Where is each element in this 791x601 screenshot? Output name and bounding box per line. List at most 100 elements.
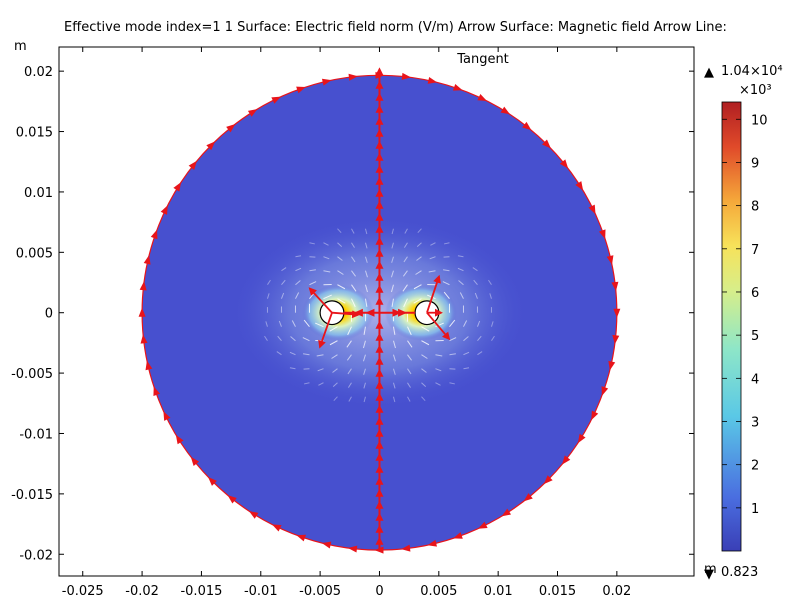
- surface-arrow: [302, 353, 310, 356]
- surface-arrow: [363, 382, 366, 389]
- boundary-arrow: [401, 72, 412, 80]
- surface-arrow: [337, 284, 346, 290]
- symmetry-arrow: [375, 332, 384, 341]
- symmetry-arrow: [375, 452, 384, 461]
- symmetry-arrow: [375, 356, 384, 365]
- symmetry-arrow: [375, 404, 384, 413]
- surface-arrow: [413, 298, 422, 304]
- surface-arrow: [331, 354, 338, 359]
- surface-arrow: [329, 340, 338, 346]
- boundary-arrow: [522, 121, 532, 131]
- x-tick-label: -0.015: [180, 584, 222, 599]
- surface-arrow: [264, 335, 268, 341]
- symmetry-arrow: [375, 392, 384, 401]
- symmetry-arrow: [375, 260, 384, 269]
- boundary-arrow: [577, 433, 586, 444]
- surface-arrow: [289, 351, 296, 356]
- surface-arrow: [417, 228, 422, 233]
- surface-arrow: [391, 228, 394, 235]
- colorbar-tick-label: 1: [751, 502, 759, 517]
- colorbar-tick-label: 5: [751, 329, 759, 344]
- surface-arrow: [391, 298, 394, 307]
- symmetry-arrow: [375, 428, 384, 437]
- boundary-arrow: [153, 386, 161, 397]
- boundary-arrow: [145, 360, 153, 371]
- symmetry-arrow: [375, 248, 384, 257]
- field-region: [138, 67, 621, 554]
- surface-arrow: [390, 284, 394, 293]
- surface-arrow: [428, 270, 436, 273]
- boundary-arrow: [271, 96, 281, 104]
- boundary-arrow: [427, 76, 438, 84]
- symmetry-arrow: [375, 140, 384, 149]
- surface-arrow: [266, 293, 270, 299]
- surface-arrow: [318, 382, 324, 386]
- surface-arrow: [337, 270, 344, 275]
- boundary-arrow: [206, 141, 216, 151]
- surface-arrow: [429, 256, 436, 260]
- field-arrow: [331, 310, 360, 319]
- surface-arrow: [346, 354, 352, 361]
- symmetry-arrow: [375, 440, 384, 449]
- symmetry-arrow: [375, 152, 384, 161]
- surface-arrow: [290, 336, 296, 342]
- boundary-arrow: [608, 360, 616, 371]
- surface-arrow: [407, 368, 412, 375]
- plot-frame: [58, 46, 695, 577]
- surface-arrow: [457, 255, 464, 258]
- field-arrow: [308, 287, 333, 314]
- surface-arrow: [477, 351, 483, 356]
- boundary-arrow: [296, 86, 306, 94]
- surface-arrow: [333, 396, 338, 401]
- surface-arrow: [364, 242, 368, 249]
- surface-arrow: [435, 368, 442, 372]
- surface-arrow: [351, 256, 356, 263]
- surface-arrow: [315, 322, 324, 328]
- symmetry-arrow: [375, 368, 384, 377]
- colorbar-min-label: 0.823: [721, 565, 758, 580]
- colorbar-gradient: [721, 101, 742, 552]
- surface-arrow: [463, 351, 470, 356]
- surface-arrow: [435, 382, 441, 386]
- surface-arrow: [363, 326, 366, 335]
- boundary-arrow: [612, 334, 620, 345]
- x-axis: -0.025 -0.02 -0.015 -0.01 -0.005 0 0.005 0.01 0.…: [62, 47, 631, 599]
- y-axis-unit: m: [14, 39, 27, 54]
- surface-arrow: [295, 267, 302, 272]
- boundary-arrow: [453, 532, 463, 539]
- boundary-arrow: [559, 159, 569, 169]
- boundary-arrow: [296, 534, 306, 542]
- surface-arrow: [267, 279, 271, 285]
- y-tick-label: -0.01: [19, 427, 53, 442]
- surface-arrow: [416, 256, 422, 261]
- surface-arrow: [265, 321, 268, 327]
- surface-arrow: [295, 280, 301, 286]
- surface-arrow: [317, 368, 324, 372]
- surface-arrow: [473, 279, 478, 286]
- surface-arrow: [421, 340, 430, 346]
- surface-arrow: [323, 256, 330, 260]
- surface-arrow: [351, 242, 355, 248]
- chart-title-line2: Tangent: [457, 52, 509, 67]
- x-tick-label: 0: [375, 584, 383, 599]
- surface-arrow: [407, 396, 411, 402]
- boundary-arrow: [500, 106, 510, 115]
- line-arrows: [138, 67, 621, 554]
- colorbar-tick-label: 2: [751, 459, 759, 474]
- colorbar-max-arrow: ▲: [704, 65, 714, 80]
- colorbar-scale-label: ×10³: [739, 83, 772, 98]
- x-tick-label: -0.005: [299, 584, 341, 599]
- surface-arrow: [421, 368, 427, 373]
- boundary-arrow: [150, 229, 158, 240]
- surface-arrow: [364, 284, 368, 293]
- symmetry-arrow: [375, 92, 384, 101]
- gap-arrow: [398, 308, 408, 317]
- chart-title: Effective mode index=1 1 Surface: Electr…: [0, 4, 791, 84]
- x-tick-label: 0.005: [420, 584, 457, 599]
- surface-arrow: [337, 242, 343, 247]
- surface-arrow: [477, 320, 481, 327]
- surface-arrow: [347, 368, 352, 375]
- surface-arrow: [302, 337, 310, 342]
- symmetry-arrow: [375, 128, 384, 137]
- x-tick-label: 0.015: [539, 584, 576, 599]
